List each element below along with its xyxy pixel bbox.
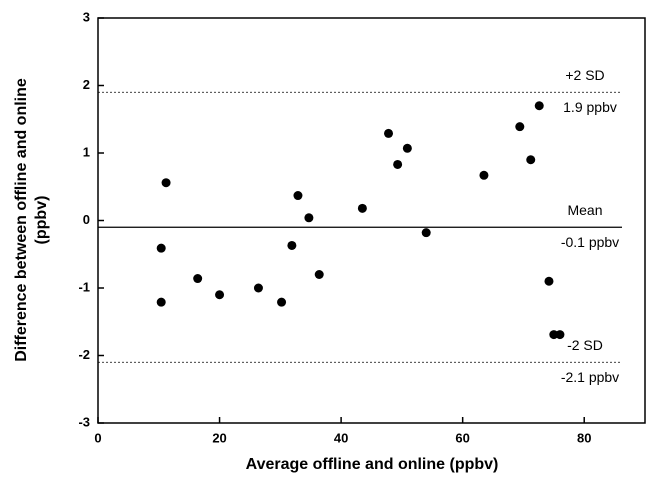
y-tick-label: 1	[83, 144, 90, 159]
point	[277, 297, 287, 307]
x-tick-label: 60	[455, 430, 469, 445]
point	[287, 240, 297, 250]
point	[253, 283, 263, 293]
point	[555, 330, 565, 340]
y-tick-label: -2	[78, 347, 90, 362]
point	[156, 297, 166, 307]
reference-label: -2 SD	[567, 337, 603, 353]
y-tick-label: 3	[83, 9, 90, 24]
point	[479, 170, 489, 180]
point	[544, 276, 554, 286]
point	[357, 203, 367, 213]
point	[393, 159, 403, 169]
y-axis-label: Difference between offline and online	[13, 78, 30, 362]
point	[421, 228, 431, 238]
reference-label: +2 SD	[565, 67, 604, 83]
y-tick-label: 2	[83, 77, 90, 92]
reference-label: Mean	[567, 202, 602, 218]
y-tick-label: -3	[78, 414, 90, 429]
point	[314, 270, 324, 279]
point	[534, 101, 544, 111]
point	[161, 178, 171, 188]
y-tick-label: -1	[78, 279, 90, 294]
point	[402, 143, 412, 153]
point	[384, 128, 394, 138]
point	[156, 243, 166, 253]
x-tick-label: 20	[212, 430, 226, 445]
point	[193, 274, 203, 284]
reference-value-label: -0.1 ppbv	[561, 234, 619, 250]
x-tick-label: 40	[334, 430, 348, 445]
point	[515, 122, 525, 132]
y-axis-label-unit: (ppbv)	[33, 196, 50, 245]
point	[304, 213, 314, 223]
x-tick-label: 0	[94, 430, 101, 445]
point	[293, 191, 303, 201]
y-tick-label: 0	[83, 212, 90, 227]
point	[215, 290, 225, 300]
reference-value-label: -2.1 ppbv	[561, 369, 619, 385]
x-axis-label: Average offline and online (ppbv)	[246, 456, 499, 473]
reference-value-label: 1.9 ppbv	[563, 99, 617, 115]
x-tick-label: 80	[577, 430, 591, 445]
point	[526, 155, 536, 165]
